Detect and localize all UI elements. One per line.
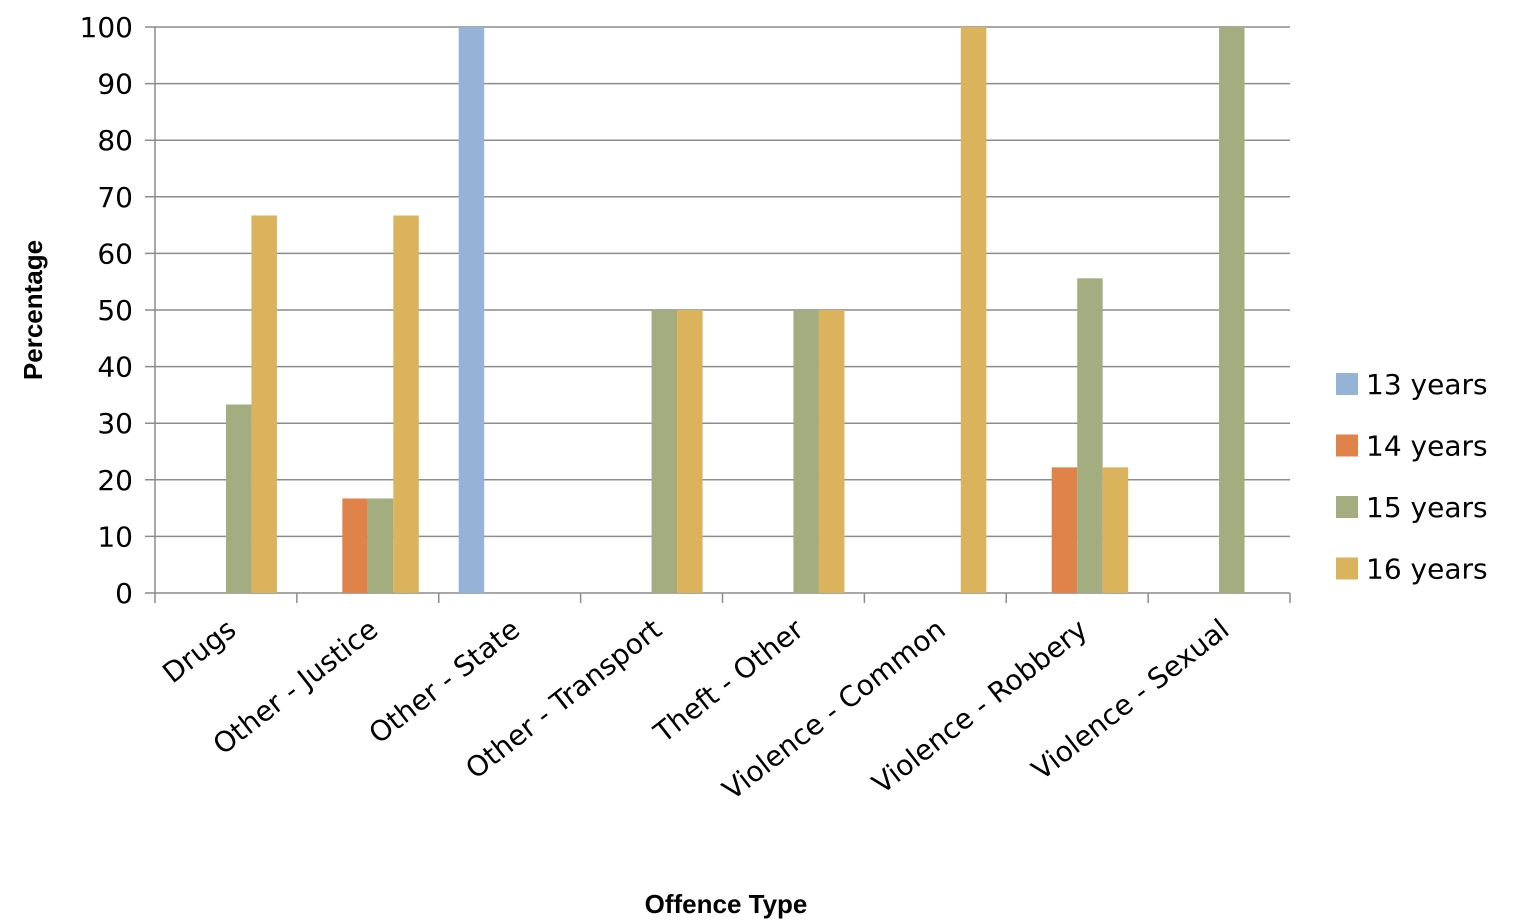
legend: 13 years 14 years 15 years 16 years [1336,368,1488,586]
bar-14-years-other-justice [342,498,368,593]
legend-label: 13 years [1366,368,1488,401]
x-axis-title: Offence Type [645,889,808,919]
legend-label: 15 years [1366,491,1488,524]
bar-15-years-other-transport [651,310,678,593]
bar-16-years-other-transport [677,310,703,593]
bar-15-years-other-justice [367,498,394,593]
y-tick-label: 90 [97,68,133,101]
x-tick-label: Drugs [156,613,242,690]
y-tick-label: 70 [97,181,133,214]
gridlines [145,26,1291,603]
y-tick-label: 80 [97,124,133,157]
legend-label: 14 years [1366,430,1488,463]
bar-15-years-theft-other [793,310,819,593]
y-tick-label: 60 [97,237,133,270]
y-axis-ticks: 0 10 20 30 40 50 60 70 80 90 100 [80,11,133,610]
bar-14-years-violence-robbery [1051,467,1078,593]
bar-16-years-drugs [251,215,277,593]
y-tick-label: 100 [80,11,133,44]
legend-label: 16 years [1366,553,1488,586]
bar-13-years-other-state [458,27,485,593]
bar-16-years-violence-robbery [1102,467,1129,593]
bar-15-years-violence-sexual [1219,27,1245,593]
y-axis-title: Percentage [18,240,48,380]
bars [225,27,1245,593]
legend-swatch [1336,557,1358,580]
bar-16-years-theft-other [818,310,845,593]
y-tick-label: 0 [115,577,133,610]
bar-15-years-violence-robbery [1077,278,1103,593]
y-tick-label: 50 [97,294,133,327]
legend-swatch [1336,496,1358,518]
legend-swatch [1336,434,1358,457]
bar-16-years-other-justice [393,215,419,593]
y-tick-label: 10 [97,520,133,553]
y-tick-label: 30 [97,407,133,440]
legend-swatch [1336,373,1358,395]
bar-15-years-drugs [225,404,252,593]
y-tick-label: 40 [97,351,133,384]
y-tick-label: 20 [97,464,133,497]
bar-16-years-violence-common [960,27,987,593]
